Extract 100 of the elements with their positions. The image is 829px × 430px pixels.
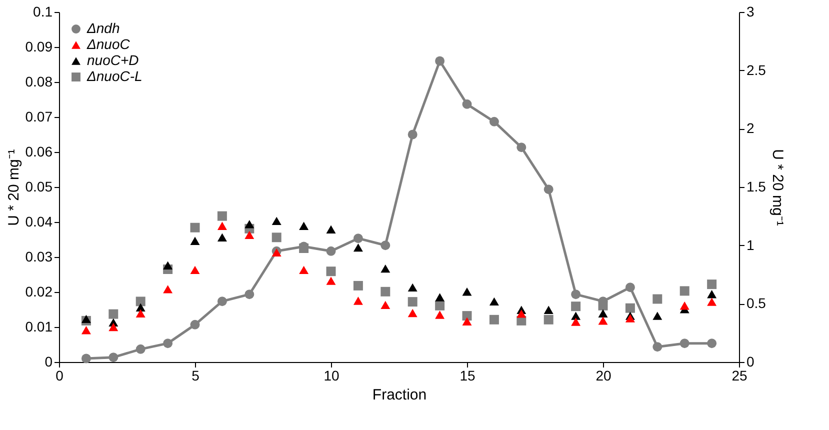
- y-tick-label: 0.07: [25, 108, 53, 124]
- point: [625, 282, 635, 292]
- y-tick-label: 0.08: [25, 74, 53, 90]
- y2-tick-label: 0: [746, 354, 754, 370]
- point: [435, 310, 445, 319]
- y2-tick-label: 1.5: [746, 178, 766, 194]
- point: [163, 338, 173, 348]
- point: [353, 243, 363, 252]
- point: [625, 303, 635, 313]
- legend-label: ΔnuoC: [86, 36, 131, 52]
- y-tick-label: 0.1: [33, 4, 53, 20]
- point: [544, 184, 554, 194]
- point: [244, 230, 254, 240]
- point: [217, 211, 227, 221]
- y2-tick-label: 2: [746, 120, 754, 136]
- y2-tick-label: 2.5: [746, 62, 766, 78]
- y-axis-title: U * 20 mg⁻¹: [5, 149, 22, 226]
- point: [489, 314, 499, 324]
- x-tick-label: 0: [56, 368, 64, 384]
- y-tick-label: 0: [44, 354, 53, 370]
- point: [190, 236, 200, 246]
- point: [462, 317, 472, 326]
- point: [244, 290, 254, 300]
- point: [108, 309, 118, 319]
- point: [380, 286, 390, 296]
- y2-axis-title: U * 20 mg⁻¹: [768, 149, 786, 226]
- point: [571, 302, 581, 312]
- point: [571, 312, 581, 320]
- y-tick-label: 0.02: [25, 284, 53, 300]
- point: [217, 233, 227, 242]
- point: [462, 288, 472, 296]
- point: [652, 312, 662, 320]
- point: [435, 300, 445, 310]
- point: [353, 280, 363, 290]
- x-tick-label: 20: [596, 368, 612, 384]
- point: [544, 306, 554, 314]
- point: [326, 225, 336, 234]
- point: [408, 283, 418, 292]
- point: [380, 300, 390, 310]
- point: [707, 290, 717, 298]
- point: [299, 266, 309, 274]
- point: [353, 234, 363, 244]
- point: [516, 310, 526, 318]
- point: [326, 266, 336, 276]
- point: [707, 298, 717, 306]
- point: [571, 290, 581, 300]
- point: [408, 308, 418, 318]
- y-tick-label: 0.01: [25, 318, 53, 334]
- point: [326, 246, 336, 256]
- point: [462, 99, 472, 109]
- point: [489, 297, 499, 306]
- point: [680, 286, 690, 296]
- x-tick-label: 5: [192, 368, 200, 384]
- y-tick-label: 0.06: [25, 144, 53, 160]
- y-tick-label: 0.09: [25, 38, 53, 54]
- point: [652, 342, 662, 352]
- point: [707, 338, 717, 348]
- point: [326, 276, 336, 285]
- point: [625, 314, 635, 322]
- point: [680, 338, 690, 348]
- y-tick-label: 0.04: [25, 214, 53, 230]
- point: [190, 222, 200, 232]
- point: [598, 316, 608, 325]
- point: [81, 354, 91, 364]
- point: [272, 232, 282, 242]
- point: [163, 285, 173, 294]
- point: [435, 56, 445, 66]
- point: [136, 303, 146, 312]
- point: [136, 296, 146, 306]
- point: [380, 240, 390, 250]
- legend-label: nuoC+D: [87, 52, 139, 68]
- x-axis-title: Fraction: [372, 386, 427, 404]
- point: [244, 220, 254, 228]
- y-tick-label: 0.03: [25, 248, 53, 264]
- point: [544, 314, 554, 324]
- point: [598, 300, 608, 310]
- point: [680, 302, 690, 310]
- point: [190, 266, 200, 274]
- point: [272, 216, 282, 226]
- point: [353, 296, 363, 305]
- point: [571, 318, 581, 326]
- point: [435, 293, 445, 302]
- point: [81, 326, 91, 334]
- point: [408, 297, 418, 307]
- point: [136, 344, 146, 354]
- point: [652, 294, 662, 304]
- legend-label: Δndh: [86, 20, 120, 36]
- x-tick-label: 25: [732, 368, 748, 384]
- point: [163, 261, 173, 270]
- point: [516, 142, 526, 152]
- y2-tick-label: 1: [746, 236, 754, 253]
- point: [707, 280, 717, 290]
- y2-tick-label: 3: [746, 4, 754, 20]
- y2-tick-label: 0.5: [746, 295, 766, 312]
- point: [380, 264, 390, 273]
- point: [408, 130, 418, 140]
- point: [217, 296, 227, 306]
- x-tick-label: 15: [460, 368, 476, 384]
- point: [299, 222, 309, 230]
- point: [136, 309, 146, 318]
